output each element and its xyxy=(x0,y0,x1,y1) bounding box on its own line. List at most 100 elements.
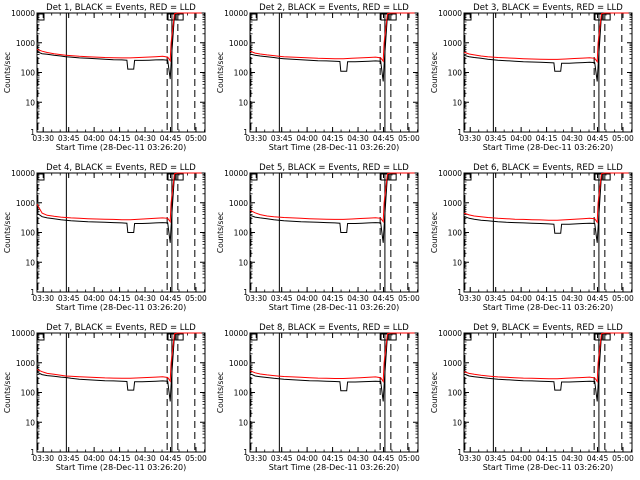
y-tick-label: 1000 xyxy=(443,359,462,368)
flag-box xyxy=(380,173,389,181)
x-tick-label: 04:00 xyxy=(83,294,105,303)
x-tick-label: 04:15 xyxy=(109,454,131,463)
y-tick-label: 100 xyxy=(234,229,249,238)
y-tick-label: 100 xyxy=(448,69,463,78)
y-tick-label: 1000 xyxy=(229,199,248,208)
x-tick-label: 05:00 xyxy=(612,294,634,303)
chart-title: Det 5, BLACK = Events, RED = LLD xyxy=(259,163,409,173)
series-line-events xyxy=(249,172,415,243)
y-tick-label: 1 xyxy=(243,128,248,137)
flag-box xyxy=(594,333,603,341)
y-axis-label: Counts/sec xyxy=(3,372,12,413)
flag-box xyxy=(594,13,603,21)
panel-det-4: Det 4, BLACK = Events, RED = LLD 1 10 100 10… xyxy=(3,163,207,312)
y-tick-label: 100 xyxy=(448,389,463,398)
plot-frame xyxy=(249,172,419,293)
y-tick-label: 1 xyxy=(457,288,462,297)
flag-box xyxy=(380,13,389,21)
flag-box xyxy=(175,333,184,341)
y-axis-label: Counts/sec xyxy=(430,212,439,253)
y-tick-label: 1000 xyxy=(443,39,462,48)
x-tick-label: 04:00 xyxy=(510,134,532,143)
x-tick-label: 04:30 xyxy=(134,294,156,303)
chart-title: Det 7, BLACK = Events, RED = LLD xyxy=(46,323,196,333)
y-tick-label: 10 xyxy=(238,98,248,107)
x-tick-label: 03:30 xyxy=(245,134,267,143)
chart-title: Det 6, BLACK = Events, RED = LLD xyxy=(473,163,623,173)
x-tick-label: 04:45 xyxy=(373,134,395,143)
x-tick-label: 04:45 xyxy=(373,454,395,463)
x-tick-label: 04:45 xyxy=(160,454,182,463)
x-axis-label: Start Time (28-Dec-11 03:26:20) xyxy=(483,463,614,472)
x-tick-label: 04:45 xyxy=(160,134,182,143)
x-tick-label: 03:45 xyxy=(271,454,293,463)
series-line-lld xyxy=(463,172,629,224)
x-tick-label: 03:45 xyxy=(271,134,293,143)
plot-frame xyxy=(36,172,206,293)
series-line-lld xyxy=(249,12,415,63)
flag-box xyxy=(37,333,45,341)
x-axis-label: Start Time (28-Dec-11 03:26:20) xyxy=(269,463,400,472)
series-line-lld xyxy=(463,12,629,64)
x-tick-label: 04:30 xyxy=(561,454,583,463)
y-tick-label: 10000 xyxy=(224,329,248,338)
panel-det-9: Det 9, BLACK = Events, RED = LLD 1 10 100 10… xyxy=(430,323,634,472)
flag-box xyxy=(388,13,397,21)
y-tick-label: 1 xyxy=(30,288,35,297)
x-axis-label: Start Time (28-Dec-11 03:26:20) xyxy=(269,303,400,312)
x-tick-label: 05:00 xyxy=(185,134,207,143)
flag-box xyxy=(602,13,611,21)
panel-det-7: Det 7, BLACK = Events, RED = LLD 1 10 100 10… xyxy=(3,323,207,472)
x-tick-label: 03:30 xyxy=(459,294,481,303)
x-tick-label: 03:30 xyxy=(32,294,54,303)
y-tick-label: 1000 xyxy=(229,359,248,368)
x-tick-label: 05:00 xyxy=(185,454,207,463)
plot-frame xyxy=(463,332,633,453)
x-tick-label: 04:15 xyxy=(322,294,344,303)
x-tick-label: 04:30 xyxy=(347,454,369,463)
flag-box xyxy=(380,333,389,341)
y-tick-label: 10000 xyxy=(224,169,248,178)
x-axis-label: Start Time (28-Dec-11 03:26:20) xyxy=(56,303,187,312)
y-tick-label: 100 xyxy=(234,389,249,398)
x-tick-label: 03:30 xyxy=(32,454,54,463)
flag-box xyxy=(250,13,258,21)
y-axis-label: Counts/sec xyxy=(216,372,225,413)
x-tick-label: 04:30 xyxy=(347,134,369,143)
x-tick-label: 05:00 xyxy=(185,294,207,303)
series-line-events xyxy=(249,12,415,82)
chart-title: Det 9, BLACK = Events, RED = LLD xyxy=(473,323,623,333)
chart-title: Det 1, BLACK = Events, RED = LLD xyxy=(46,3,196,13)
x-tick-label: 03:45 xyxy=(58,454,80,463)
x-tick-label: 04:30 xyxy=(561,134,583,143)
plot-frame xyxy=(36,12,206,133)
y-tick-label: 1 xyxy=(243,448,248,457)
y-axis-label: Counts/sec xyxy=(216,212,225,253)
y-tick-label: 1 xyxy=(457,128,462,137)
series-line-events xyxy=(463,172,629,243)
series-line-events xyxy=(36,332,202,402)
x-tick-label: 05:00 xyxy=(612,134,634,143)
y-tick-label: 1000 xyxy=(16,199,35,208)
x-tick-label: 04:45 xyxy=(587,454,609,463)
y-tick-label: 10 xyxy=(25,258,35,267)
x-tick-label: 05:00 xyxy=(612,454,634,463)
x-tick-label: 05:00 xyxy=(398,454,420,463)
y-tick-label: 1000 xyxy=(16,359,35,368)
x-tick-label: 04:45 xyxy=(160,294,182,303)
chart-title: Det 4, BLACK = Events, RED = LLD xyxy=(46,163,196,173)
series-line-lld xyxy=(36,172,202,224)
x-axis-label: Start Time (28-Dec-11 03:26:20) xyxy=(56,463,187,472)
y-tick-label: 10000 xyxy=(11,9,35,18)
plot-frame xyxy=(249,332,419,453)
x-tick-label: 03:45 xyxy=(485,294,507,303)
flag-box xyxy=(167,333,176,341)
flag-box xyxy=(167,173,176,181)
x-tick-label: 03:45 xyxy=(271,294,293,303)
y-axis-label: Counts/sec xyxy=(216,52,225,93)
y-tick-label: 10 xyxy=(452,418,462,427)
x-tick-label: 03:30 xyxy=(459,134,481,143)
panel-det-2: Det 2, BLACK = Events, RED = LLD 1 10 100 10… xyxy=(216,3,420,152)
flag-box xyxy=(167,13,176,21)
panel-det-5: Det 5, BLACK = Events, RED = LLD 1 10 100 10… xyxy=(216,163,420,312)
